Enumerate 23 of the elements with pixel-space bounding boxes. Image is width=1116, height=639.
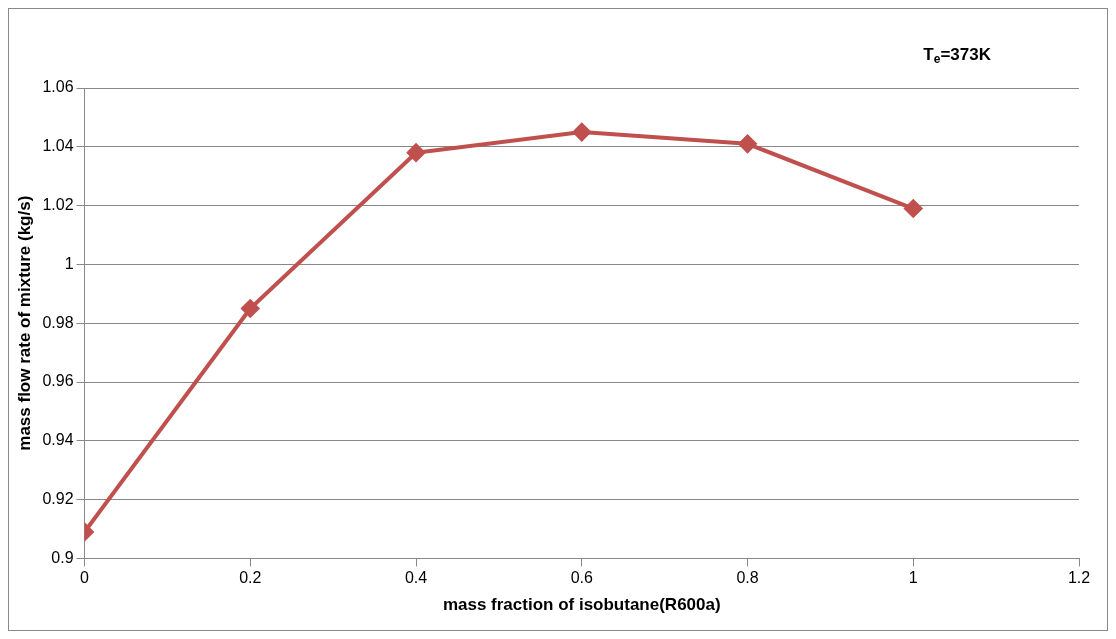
y-tick-label: 0.94 <box>42 431 74 449</box>
point <box>738 134 757 153</box>
point <box>241 299 260 318</box>
x-tick-label: 0.6 <box>570 569 593 587</box>
x-axis-title: mass fraction of isobutane(R600a) <box>442 595 721 615</box>
x-tick-label: 1.2 <box>1067 569 1091 587</box>
x-tick-label: 0.4 <box>404 569 428 587</box>
y-axis-title: mass flow rate of mixture (kg/s) <box>14 195 34 451</box>
y-tick-label: 1 <box>64 254 74 272</box>
y-tick-label: 0.92 <box>42 490 74 508</box>
y-tick-label: 0.96 <box>42 372 74 390</box>
point <box>572 123 591 142</box>
x-tick-label: 0 <box>80 569 90 587</box>
y-tick-label: 1.04 <box>42 137 74 155</box>
point <box>904 199 923 218</box>
x-tick-label: 0.8 <box>736 569 759 587</box>
x-tick-label: 0.2 <box>239 569 262 587</box>
point <box>407 143 426 162</box>
x-tick-label: 1 <box>908 569 918 587</box>
y-tick-label: 0.98 <box>42 313 74 331</box>
y-tick-label: 1.06 <box>42 78 74 96</box>
y-tick-label: 1.02 <box>42 196 74 214</box>
y-tick-label: 0.9 <box>51 548 74 566</box>
